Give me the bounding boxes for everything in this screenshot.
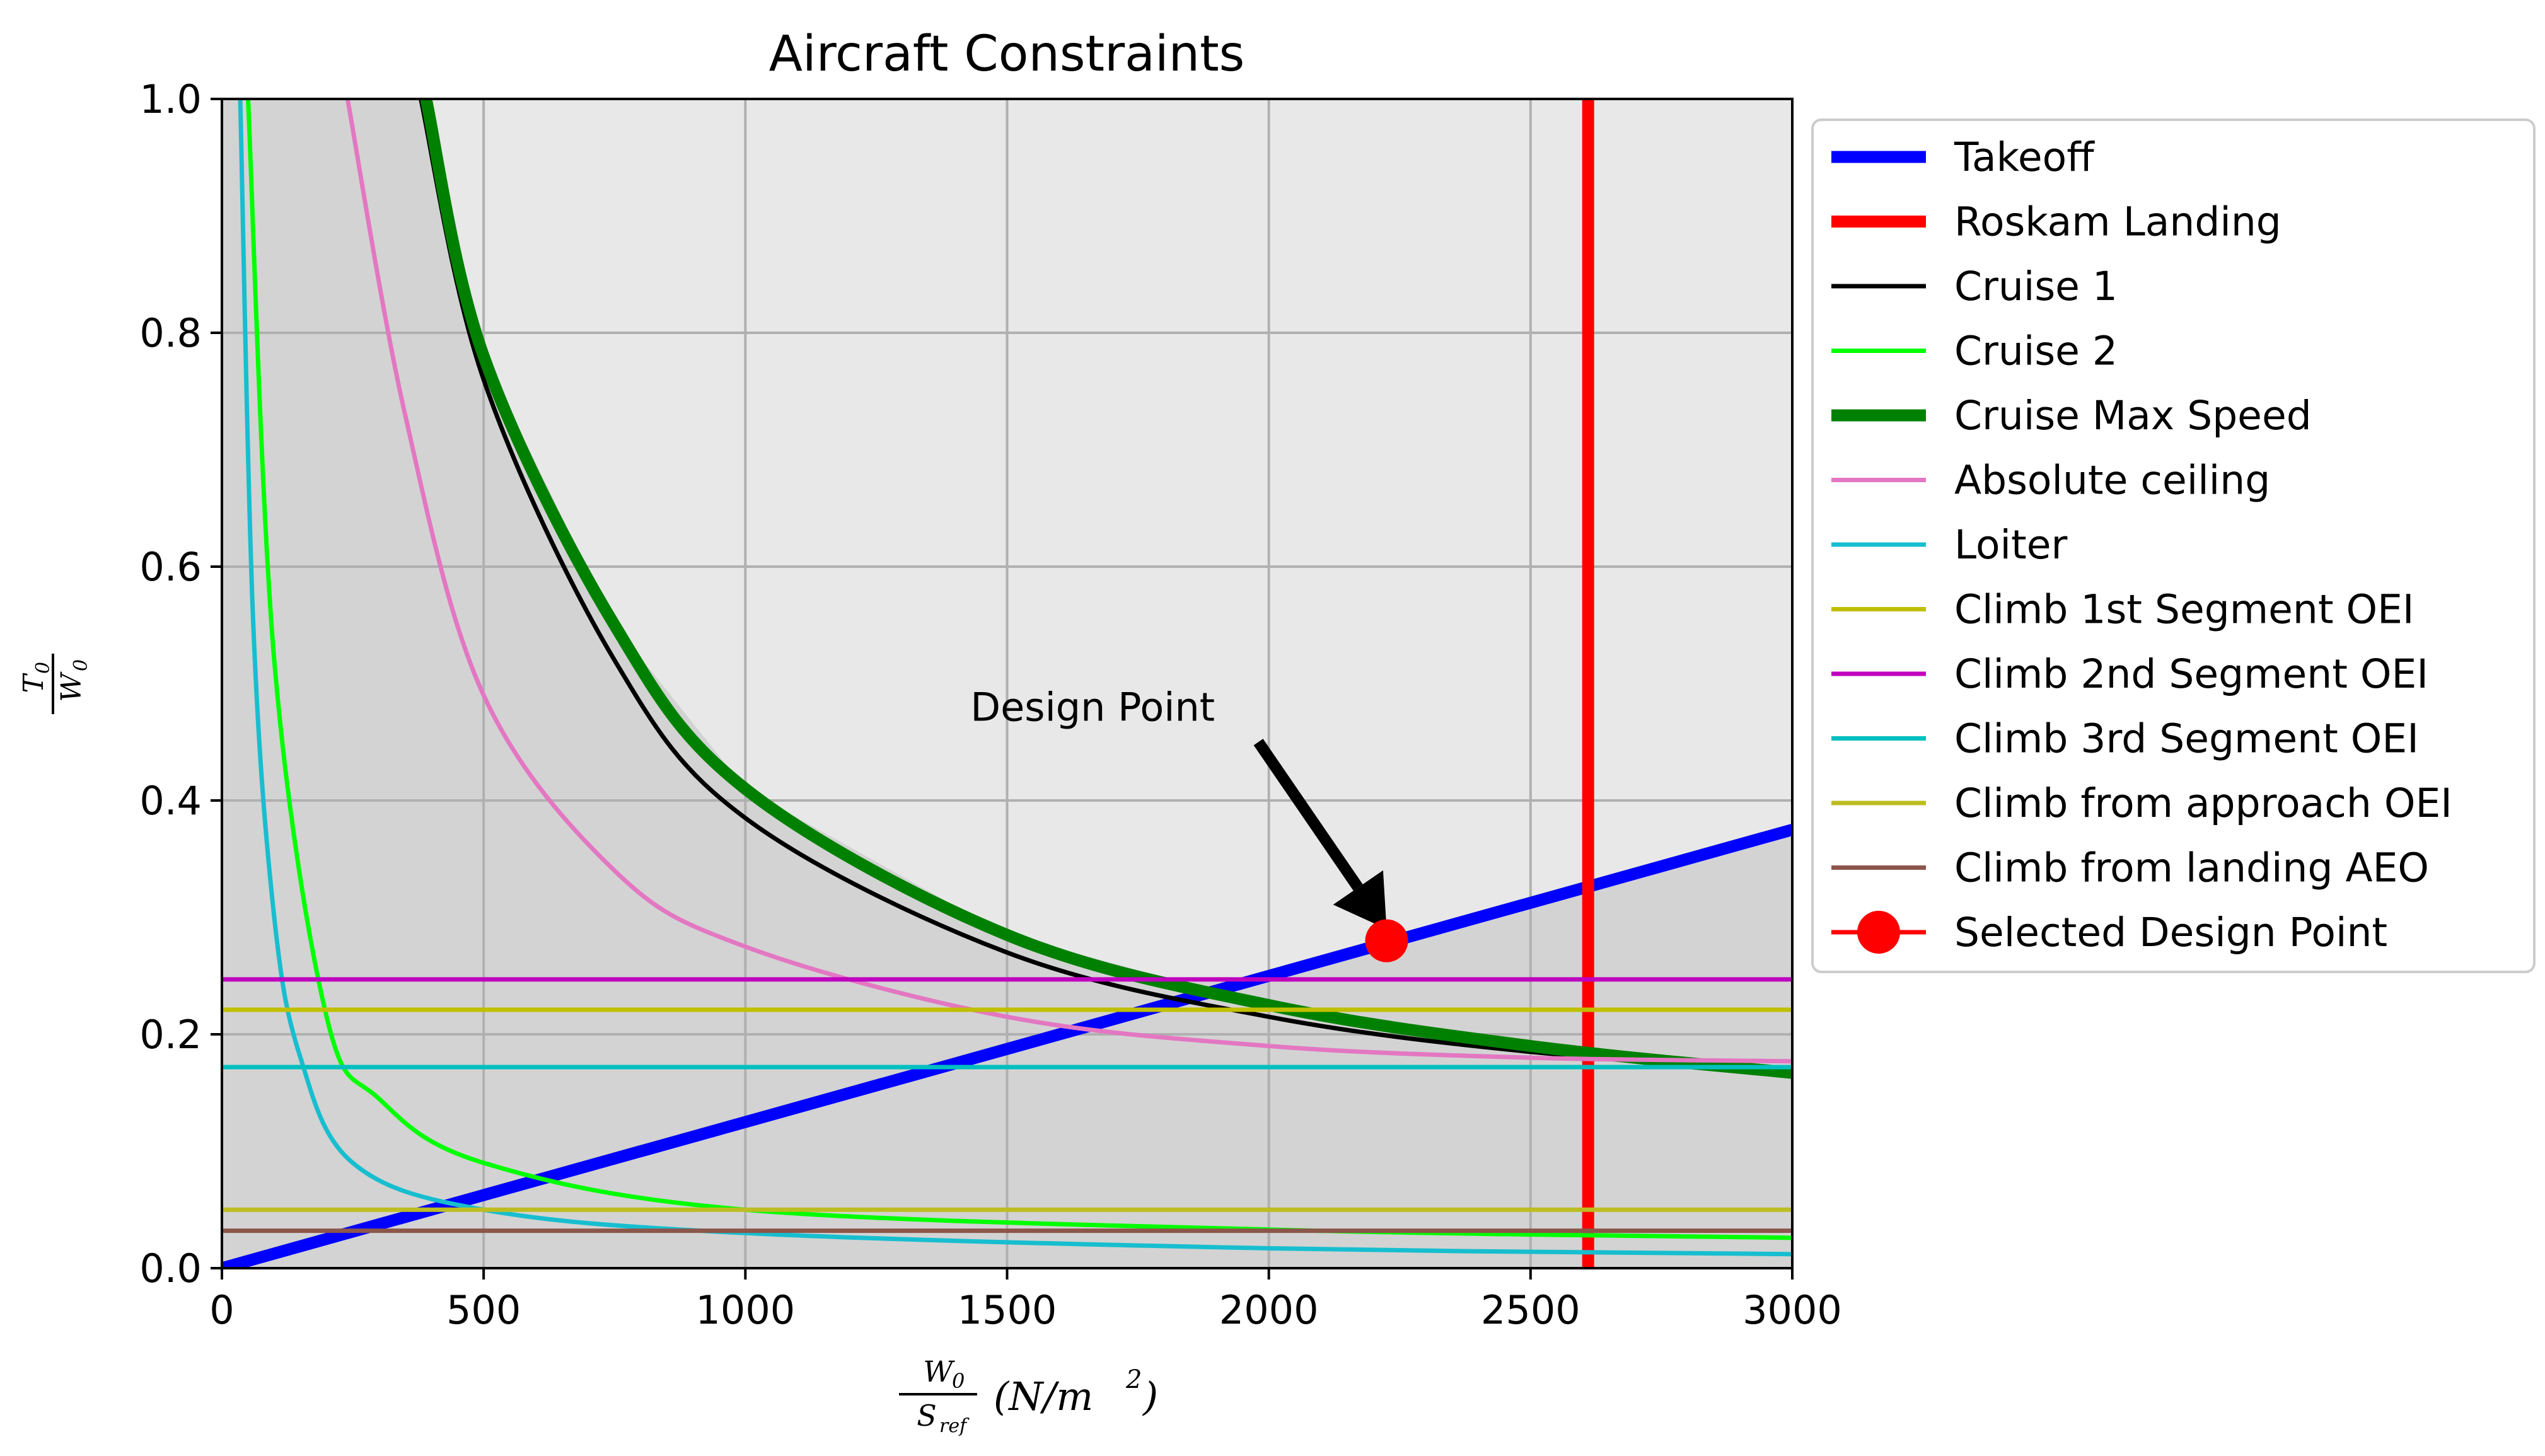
feasible-region-shading xyxy=(222,99,1792,1268)
y-label-numerator-sub: 0 xyxy=(32,662,54,674)
legend-marker xyxy=(1857,911,1900,954)
legend-entries: Takeoff Roskam Landing Cruise 1 Cruise 2 Cru… xyxy=(1831,134,2452,956)
legend-label: Loiter xyxy=(1954,522,2068,568)
x-tick-label: 500 xyxy=(446,1287,521,1333)
legend-item-climb-1st-segment-oei: Climb 1st Segment OEI xyxy=(1831,587,2415,633)
legend-label: Cruise 2 xyxy=(1954,328,2118,374)
annotation-label: Design Point xyxy=(970,685,1215,731)
x-axis-label: W0S ref (N/m 2) xyxy=(899,1355,1158,1437)
legend-item-climb-from-approach-oei: Climb from approach OEI xyxy=(1831,780,2452,826)
legend-item-climb-3rd-segment-oei: Climb 3rd Segment OEI xyxy=(1831,716,2419,762)
annotation-arrow-head xyxy=(1333,870,1387,930)
legend-item-cruise-max-speed: Cruise Max Speed xyxy=(1831,393,2312,439)
legend-label: Climb from landing AEO xyxy=(1954,845,2429,891)
series-cruise-max-speed xyxy=(420,99,1792,1079)
legend-label: Climb from approach OEI xyxy=(1954,780,2452,826)
legend-item-absolute-ceiling: Absolute ceiling xyxy=(1831,458,2270,504)
x-label-unit-close: ) xyxy=(1142,1373,1158,1419)
legend-item-cruise-2: Cruise 2 xyxy=(1831,328,2118,374)
legend-label: Climb 3rd Segment OEI xyxy=(1954,716,2419,762)
x-label-numerator-sub: 0 xyxy=(952,1369,965,1393)
x-tick-label: 3000 xyxy=(1742,1287,1842,1333)
legend-label: Selected Design Point xyxy=(1954,910,2387,956)
legend-label: Absolute ceiling xyxy=(1954,458,2270,504)
legend-item-cruise-1: Cruise 1 xyxy=(1831,263,2118,309)
series-takeoff xyxy=(222,824,1792,1268)
legend-label: Roskam Landing xyxy=(1954,199,2281,245)
y-label-denominator-sub: 0 xyxy=(70,659,92,671)
axis-ticks: 0 500 1000 1500 2000 2500 3000 0.0 0.2 0.4 0.6 0.8 1… xyxy=(139,76,1842,1333)
legend-label: Cruise 1 xyxy=(1954,263,2118,309)
series-layer xyxy=(222,99,1792,1268)
x-tick-label: 1500 xyxy=(958,1287,1057,1333)
legend-item-climb-from-landing-aeo: Climb from landing AEO xyxy=(1831,845,2429,891)
x-tick-label: 2000 xyxy=(1219,1287,1319,1333)
y-tick-label: 1.0 xyxy=(139,76,202,122)
x-tick-label: 1000 xyxy=(695,1287,795,1333)
y-tick-label: 0.8 xyxy=(139,310,202,356)
legend-box xyxy=(1811,118,2536,973)
series-cruise-1 xyxy=(419,99,1792,1072)
x-label-unit: (N/m xyxy=(994,1373,1093,1419)
infeasible-region xyxy=(222,99,1792,1268)
design-point-marker xyxy=(1365,919,1408,962)
legend-label: Climb 2nd Segment OEI xyxy=(1954,651,2428,697)
x-label-numerator: W xyxy=(923,1355,955,1389)
y-label-numerator: T xyxy=(18,673,50,693)
annotation-layer: Design Point xyxy=(970,685,1408,962)
annotation-arrow-shaft xyxy=(1253,739,1363,891)
legend-item-climb-2nd-segment-oei: Climb 2nd Segment OEI xyxy=(1831,651,2428,697)
y-label-denominator: W xyxy=(55,671,88,702)
chart-title: Aircraft Constraints xyxy=(769,26,1245,83)
legend: Takeoff Roskam Landing Cruise 1 Cruise 2 Cru… xyxy=(1811,118,2536,973)
legend-item-takeoff: Takeoff xyxy=(1831,134,2095,180)
legend-item-roskam-landing: Roskam Landing xyxy=(1831,199,2281,245)
legend-label: Climb 1st Segment OEI xyxy=(1954,587,2415,633)
x-label-unit-sup: 2 xyxy=(1125,1365,1142,1394)
x-tick-label: 2500 xyxy=(1481,1287,1580,1333)
y-tick-label: 0.0 xyxy=(139,1245,202,1291)
legend-label: Takeoff xyxy=(1954,134,2095,180)
y-tick-label: 0.4 xyxy=(139,778,202,824)
x-label-denominator: S xyxy=(917,1399,937,1433)
legend-item-loiter: Loiter xyxy=(1831,522,2068,568)
series-absolute-ceiling xyxy=(345,99,1792,1064)
y-tick-label: 0.2 xyxy=(139,1012,202,1058)
series-loiter xyxy=(238,99,1792,1257)
legend-label: Cruise Max Speed xyxy=(1954,393,2312,439)
legend-item-selected-design-point: Selected Design Point xyxy=(1831,910,2387,956)
x-label-denominator-sub: ref xyxy=(939,1415,970,1437)
plot-area: Design Point xyxy=(221,98,1794,1269)
y-tick-label: 0.6 xyxy=(139,544,202,590)
x-tick-label: 0 xyxy=(209,1287,234,1333)
